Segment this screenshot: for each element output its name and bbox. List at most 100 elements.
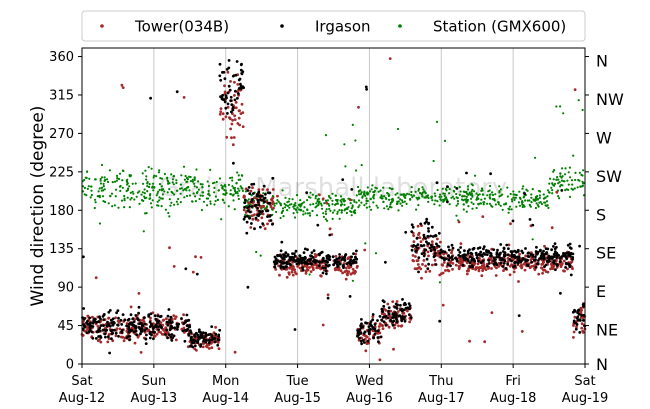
- data-point: [396, 202, 399, 205]
- data-point: [176, 328, 179, 331]
- data-point: [434, 199, 437, 202]
- data-point: [300, 203, 303, 206]
- data-point: [103, 332, 107, 336]
- data-point: [308, 212, 311, 215]
- data-point: [555, 105, 558, 108]
- data-point: [117, 321, 121, 324]
- data-point: [363, 330, 367, 334]
- data-point: [168, 182, 171, 185]
- data-point: [249, 226, 253, 229]
- data-point: [477, 269, 481, 273]
- data-point: [326, 296, 330, 300]
- data-point: [171, 191, 174, 195]
- data-point: [97, 328, 101, 332]
- data-point: [493, 198, 496, 201]
- data-point: [321, 266, 325, 270]
- data-point: [421, 195, 424, 198]
- data-point: [312, 249, 316, 253]
- data-point: [506, 253, 510, 257]
- x-tick-date: Aug-17: [418, 391, 465, 406]
- data-point: [316, 223, 320, 227]
- data-point: [407, 302, 411, 305]
- data-point: [120, 199, 124, 202]
- x-tick-day: Wed: [355, 374, 383, 389]
- data-point: [125, 324, 128, 328]
- data-point: [497, 265, 500, 268]
- data-point: [262, 184, 266, 188]
- data-point: [199, 256, 203, 259]
- data-point: [224, 193, 227, 196]
- data-point: [152, 337, 155, 341]
- data-point: [114, 334, 118, 338]
- data-point: [231, 143, 235, 147]
- data-point: [199, 183, 202, 186]
- data-point: [188, 194, 192, 197]
- data-point: [144, 342, 148, 345]
- data-point: [548, 182, 551, 185]
- data-point: [260, 216, 264, 220]
- data-point: [232, 193, 235, 196]
- x-axis: SatAug-12SunAug-13MonAug-14TueAug-15WedA…: [59, 364, 608, 406]
- data-point: [279, 216, 282, 220]
- data-point: [331, 217, 334, 220]
- data-point: [94, 198, 97, 201]
- data-point: [365, 321, 369, 325]
- data-point: [160, 197, 163, 200]
- data-point: [541, 271, 544, 275]
- data-point: [99, 179, 102, 182]
- x-tick-date: Aug-13: [131, 391, 178, 406]
- data-point: [394, 311, 397, 314]
- data-point: [111, 205, 114, 208]
- data-point: [371, 315, 375, 319]
- data-point: [274, 257, 278, 261]
- data-point: [187, 175, 191, 178]
- data-point: [480, 198, 483, 201]
- data-point: [573, 315, 577, 319]
- data-point: [244, 211, 248, 214]
- data-point: [331, 192, 334, 195]
- data-point: [188, 344, 192, 348]
- data-point: [433, 258, 437, 262]
- data-point: [576, 309, 580, 312]
- data-point: [161, 193, 164, 196]
- data-point: [190, 335, 193, 339]
- data-point: [164, 333, 167, 336]
- data-point: [110, 328, 114, 332]
- data-point: [421, 191, 424, 194]
- data-point: [446, 185, 449, 189]
- data-point: [157, 171, 161, 174]
- data-point: [355, 194, 358, 197]
- data-point: [574, 327, 578, 331]
- data-point: [340, 203, 344, 206]
- data-point: [381, 299, 385, 303]
- data-point: [248, 205, 251, 208]
- data-point: [417, 187, 420, 191]
- data-point: [401, 201, 404, 204]
- data-point: [489, 197, 492, 200]
- data-point: [210, 335, 214, 338]
- data-point: [257, 194, 261, 198]
- data-point: [482, 247, 485, 251]
- data-point: [250, 205, 254, 208]
- data-point: [357, 333, 361, 336]
- data-point: [156, 321, 160, 325]
- data-point: [213, 191, 216, 194]
- data-point: [399, 202, 402, 205]
- data-point: [436, 244, 439, 248]
- data-point: [409, 316, 413, 320]
- legend-marker: [398, 24, 402, 28]
- data-point: [465, 200, 468, 203]
- data-point: [165, 320, 169, 324]
- data-point: [359, 189, 362, 192]
- data-point: [343, 258, 346, 262]
- data-point: [536, 198, 540, 201]
- data-point: [476, 247, 480, 250]
- legend-marker: [280, 24, 284, 28]
- data-point: [560, 176, 563, 179]
- data-point: [479, 266, 483, 270]
- data-point: [463, 195, 466, 198]
- data-point: [569, 251, 573, 255]
- data-point: [102, 324, 105, 327]
- data-point: [529, 253, 533, 256]
- data-point: [488, 202, 491, 205]
